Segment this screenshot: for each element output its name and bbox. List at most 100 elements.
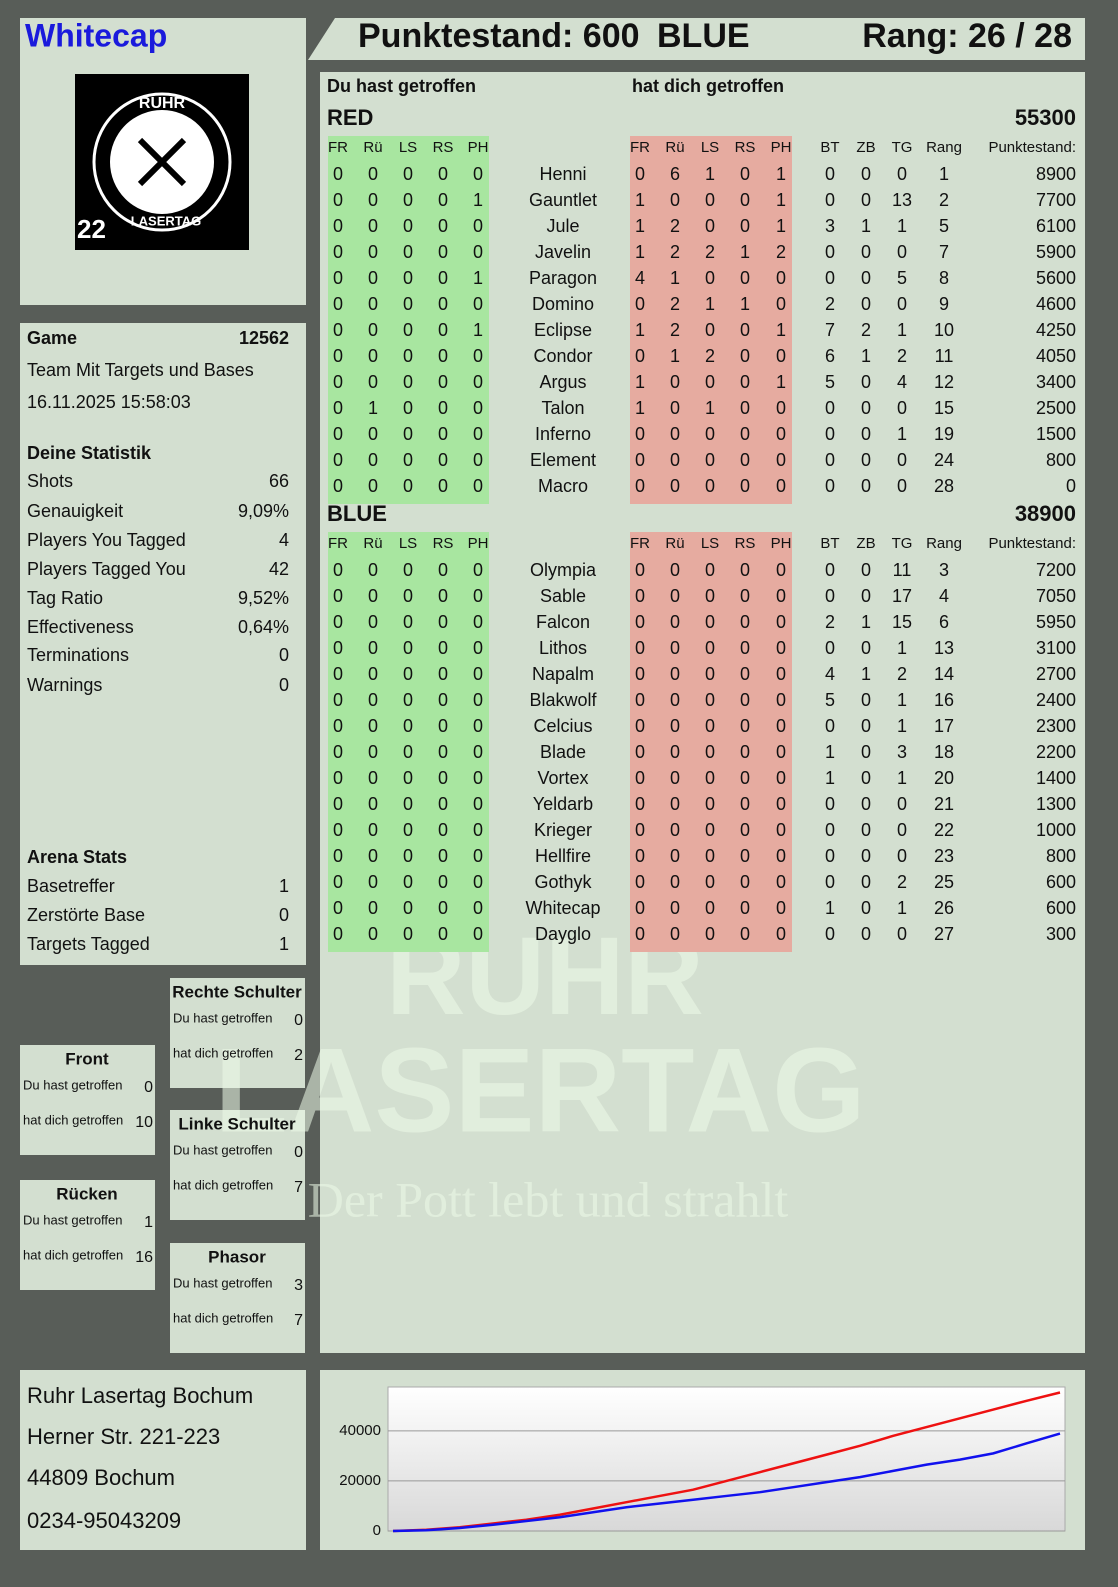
- player-stat: 0: [403, 690, 413, 710]
- player-stat: 0: [740, 320, 750, 340]
- player-stat: 0: [776, 846, 786, 866]
- player-stat: 1: [861, 346, 871, 366]
- player-stat: 0: [705, 742, 715, 762]
- player-stat: 0: [705, 450, 715, 470]
- player-stat: 0: [670, 190, 680, 210]
- player-stat: 0: [776, 586, 786, 606]
- player-stat: 0: [333, 872, 343, 892]
- player-stat: 0: [635, 898, 645, 918]
- player-stat: 4: [897, 372, 907, 392]
- player-stat: 0: [368, 820, 378, 840]
- stat-value: 0,64%: [238, 617, 289, 637]
- player-name: Dayglo: [535, 924, 591, 944]
- team-score: 38900: [1015, 501, 1076, 526]
- hit-you-bg: [630, 532, 792, 952]
- y-tick-label: 40000: [339, 1422, 381, 1439]
- you-hit-label: Du hast getroffen: [327, 76, 476, 96]
- zone-value: 0: [294, 1012, 303, 1029]
- player-stat: 0: [776, 742, 786, 762]
- player-stat: 2500: [1036, 398, 1076, 418]
- stat-label: Effectiveness: [27, 617, 134, 637]
- player-stat: 0: [705, 820, 715, 840]
- player-stat: 0: [705, 190, 715, 210]
- player-stat: 5: [825, 690, 835, 710]
- player-stat: 0: [861, 690, 871, 710]
- zone-title: Phasor: [208, 1247, 266, 1266]
- player-name: Celcius: [533, 716, 592, 736]
- player-stat: 0: [438, 638, 448, 658]
- player-stat: 0: [740, 346, 750, 366]
- stat-label: Tag Ratio: [27, 588, 103, 608]
- player-stat: 0: [705, 664, 715, 684]
- player-stat: 0: [438, 768, 448, 788]
- player-stat: 0: [368, 846, 378, 866]
- player-stat: 11: [893, 560, 912, 580]
- zone-value: 16: [135, 1249, 153, 1266]
- player-stat: 0: [403, 586, 413, 606]
- player-stat: 0: [705, 612, 715, 632]
- stat-value: 9,09%: [238, 501, 289, 521]
- player-stat: 0: [740, 560, 750, 580]
- player-stat: 0: [740, 268, 750, 288]
- player-stat: 0: [473, 372, 483, 392]
- team-score: 55300: [1015, 105, 1076, 130]
- player-stat: 27: [934, 924, 954, 944]
- arena-value: 0: [279, 905, 289, 925]
- player-stat: 0: [368, 320, 378, 340]
- player-stat: 0: [740, 476, 750, 496]
- player-name: Falcon: [536, 612, 590, 632]
- player-stat: 0: [333, 846, 343, 866]
- player-stat: 24: [934, 450, 954, 470]
- column-header: FR: [328, 139, 348, 156]
- player-stat: 1: [635, 320, 645, 340]
- player-stat: 1: [473, 268, 483, 288]
- player-stat: 0: [333, 820, 343, 840]
- player-stat: 0: [473, 424, 483, 444]
- player-stat: 0: [368, 346, 378, 366]
- player-stat: 2: [897, 346, 907, 366]
- player-stat: 0: [438, 424, 448, 444]
- player-stat: 0: [333, 372, 343, 392]
- player-stat: 0: [825, 560, 835, 580]
- player-stat: 0: [473, 476, 483, 496]
- zone-label: Du hast getroffen: [173, 1142, 273, 1157]
- player-stat: 0: [438, 560, 448, 580]
- player-stat: 2: [825, 294, 835, 314]
- player-stat: 0: [438, 846, 448, 866]
- player-stat: 0: [473, 164, 483, 184]
- player-stat: 0: [368, 586, 378, 606]
- zone-value: 0: [144, 1079, 153, 1096]
- player-stat: 9: [939, 294, 949, 314]
- player-stat: 0: [897, 924, 907, 944]
- zone-label: Du hast getroffen: [173, 1010, 273, 1025]
- player-stat: 0: [473, 768, 483, 788]
- player-stat: 1: [635, 372, 645, 392]
- header-panel: [308, 18, 1085, 60]
- stat-label: Terminations: [27, 645, 129, 665]
- player-stat: 0: [438, 664, 448, 684]
- player-stat: 25: [934, 872, 954, 892]
- player-stat: 0: [705, 716, 715, 736]
- player-stat: 0: [740, 450, 750, 470]
- player-stat: 7200: [1036, 560, 1076, 580]
- column-header: Punktestand:: [988, 535, 1076, 552]
- player-stat: 0: [368, 664, 378, 684]
- arena-value: 1: [279, 876, 289, 896]
- player-stat: 0: [403, 216, 413, 236]
- player-stat: 0: [403, 560, 413, 580]
- arena-label: Zerstörte Base: [27, 905, 145, 925]
- player-stat: 15: [892, 612, 912, 632]
- player-stat: 0: [861, 638, 871, 658]
- player-stat: 1: [635, 398, 645, 418]
- address-line: 44809 Bochum: [27, 1465, 175, 1490]
- stat-label: Players Tagged You: [27, 559, 186, 579]
- player-stat: 2: [670, 294, 680, 314]
- player-stat: 2: [825, 612, 835, 632]
- player-stat: 0: [438, 476, 448, 496]
- zone-value: 1: [144, 1214, 153, 1231]
- watermark-text: LASERTAG: [214, 1024, 865, 1158]
- zone-label: Du hast getroffen: [23, 1212, 123, 1227]
- column-header: PH: [468, 139, 489, 156]
- player-stat: 0: [670, 664, 680, 684]
- player-stat: 0: [705, 560, 715, 580]
